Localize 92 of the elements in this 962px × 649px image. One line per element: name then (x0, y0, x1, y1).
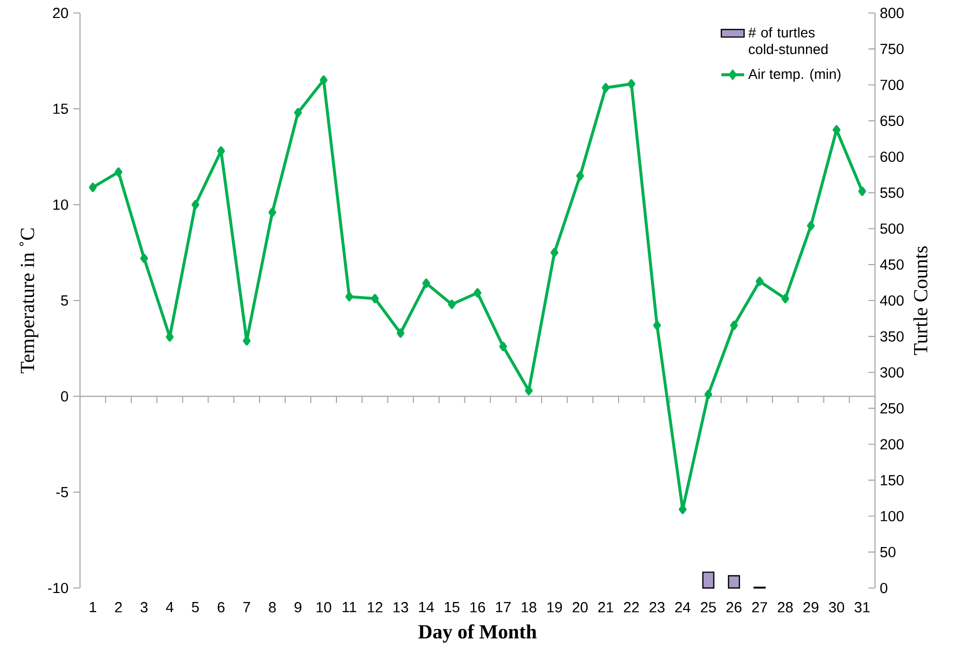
point (166, 332, 174, 342)
x-tick-label: 2 (115, 602, 122, 612)
point (192, 200, 200, 210)
point (653, 320, 661, 330)
point (678, 504, 687, 514)
point (88, 182, 97, 192)
point (832, 125, 840, 135)
point (268, 208, 276, 217)
x-tick-label: 14 (419, 602, 434, 612)
y2-tick-label: 550 (880, 188, 904, 198)
x-tick-label: 12 (368, 602, 382, 612)
point (756, 276, 764, 286)
point (474, 288, 482, 298)
y2-tick-label: 600 (880, 152, 904, 162)
point (499, 342, 508, 352)
legend-label: Air temp. (min) (748, 68, 840, 82)
point (114, 167, 122, 177)
y2-tick-label: 0 (880, 582, 888, 594)
point (602, 83, 610, 92)
x-tick-label: 27 (752, 602, 768, 612)
point (550, 248, 558, 258)
point (628, 79, 636, 89)
y2-tick-label: 200 (880, 439, 904, 450)
y2-tick-label: 400 (880, 295, 904, 306)
x-tick-label: 1 (90, 602, 96, 612)
y-tick-label: 10 (53, 199, 68, 210)
x-tick-label: 28 (778, 602, 793, 612)
bar (728, 575, 740, 589)
y-tick-label: 5 (61, 295, 68, 306)
x-tick-label: 19 (547, 602, 562, 612)
x-tick-label: 15 (444, 602, 460, 612)
point (422, 278, 430, 288)
point (576, 171, 584, 181)
point (140, 254, 148, 263)
point (345, 292, 354, 302)
bar (702, 572, 714, 589)
x-tick-label: 23 (650, 602, 665, 612)
point (858, 186, 866, 196)
point (704, 390, 712, 400)
x-tick-label: 17 (496, 602, 511, 612)
point (448, 300, 456, 309)
y-tick-label: 15 (53, 104, 68, 114)
x-tick-label: 31 (854, 602, 870, 612)
point (807, 221, 815, 230)
x-tick-label: 5 (192, 602, 199, 612)
x-axis-title: Day of Month (418, 624, 537, 643)
point (396, 328, 404, 338)
y2-axis-title: Turtle Counts (913, 246, 928, 356)
x-tick-label: 16 (470, 602, 486, 612)
x-tick-label: 24 (675, 602, 690, 612)
point (294, 108, 302, 118)
x-tick-label: 25 (700, 602, 716, 612)
y2-tick-label: 700 (880, 80, 904, 90)
y-tick-label: 20 (53, 8, 68, 18)
x-tick-label: 21 (598, 602, 614, 612)
x-tick-label: 18 (522, 602, 536, 612)
y2-tick-label: 100 (880, 510, 904, 522)
legend-label: # of turtles cold-stunned (748, 27, 828, 54)
y2-tick-label: 250 (880, 403, 904, 414)
y2-tick-label: 300 (880, 367, 904, 378)
point (524, 386, 533, 396)
point (217, 146, 225, 156)
point (781, 294, 790, 304)
x-tick-label: 11 (342, 602, 356, 612)
y2-tick-label: 150 (880, 475, 904, 486)
point (730, 320, 738, 330)
y2-tick-label: 350 (880, 331, 904, 342)
y-tick-label: -5 (56, 487, 68, 498)
x-tick-label: 30 (828, 602, 844, 612)
y2-tick-label: 650 (880, 116, 904, 126)
x-tick-label: 10 (316, 602, 332, 612)
y2-tick-label: 50 (880, 546, 896, 558)
point (320, 75, 328, 85)
y-tick-label: -10 (48, 582, 68, 594)
x-tick-label: 29 (803, 602, 818, 612)
y2-tick-label: 750 (880, 44, 904, 54)
x-tick-label: 4 (166, 602, 174, 612)
x-tick-label: 3 (140, 602, 148, 612)
x-tick-label: 9 (294, 602, 302, 612)
x-tick-label: 13 (394, 602, 408, 612)
y2-tick-label: 500 (880, 223, 904, 234)
point (371, 294, 379, 304)
x-tick-label: 22 (624, 602, 639, 612)
y2-tick-label: 450 (880, 259, 904, 270)
x-tick-label: 6 (218, 602, 224, 612)
y-tick-label: 0 (61, 391, 68, 402)
y-axis-title: Temperature in ˚C (20, 228, 38, 374)
x-tick-label: 26 (726, 602, 742, 612)
x-tick-label: 7 (243, 602, 250, 612)
y2-tick-label: 800 (880, 8, 904, 18)
x-tick-label: 20 (572, 602, 588, 612)
x-tick-label: 8 (268, 602, 276, 612)
